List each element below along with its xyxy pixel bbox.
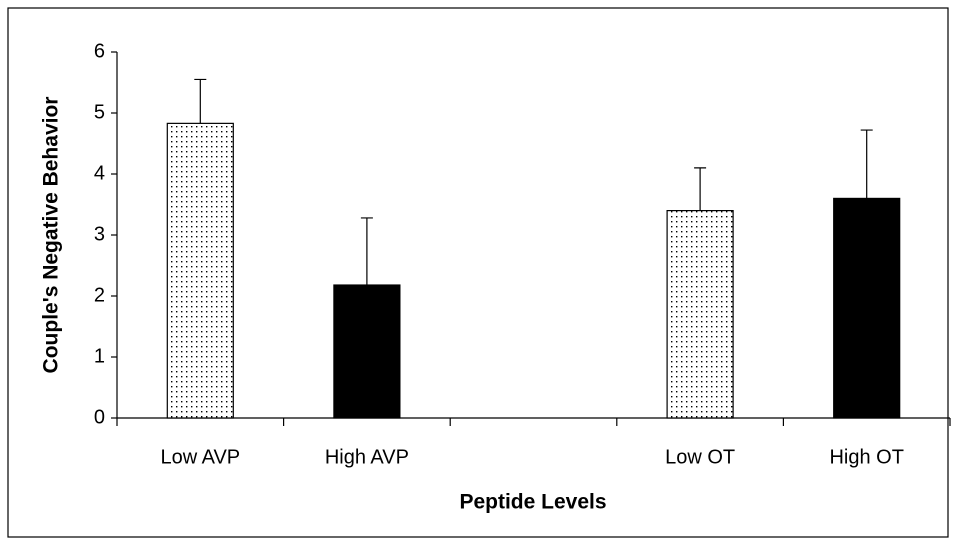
error-bar (694, 167, 707, 211)
x-axis-title: Peptide Levels (459, 491, 606, 514)
x-tick-label: Low AVP (160, 446, 240, 468)
y-tick-label: 3 (94, 223, 105, 245)
x-tick-label: High AVP (325, 446, 409, 468)
y-tick-label: 6 (94, 40, 105, 62)
y-tick-label: 0 (94, 406, 105, 428)
y-tick-label: 5 (94, 101, 105, 123)
y-axis-title: Couple's Negative Behavior (40, 97, 63, 374)
y-tick-label: 1 (94, 345, 105, 367)
y-tick-label: 2 (94, 284, 105, 306)
error-bar (194, 78, 207, 124)
x-tick-label: High OT (829, 446, 903, 468)
y-tick-label: 4 (94, 162, 105, 184)
bar (833, 197, 901, 419)
error-bar (360, 217, 373, 286)
bar (666, 210, 734, 419)
bar (333, 284, 401, 419)
chart-frame (7, 7, 949, 538)
bar (166, 122, 234, 419)
x-tick-label: Low OT (665, 446, 735, 468)
error-bar (860, 129, 873, 199)
